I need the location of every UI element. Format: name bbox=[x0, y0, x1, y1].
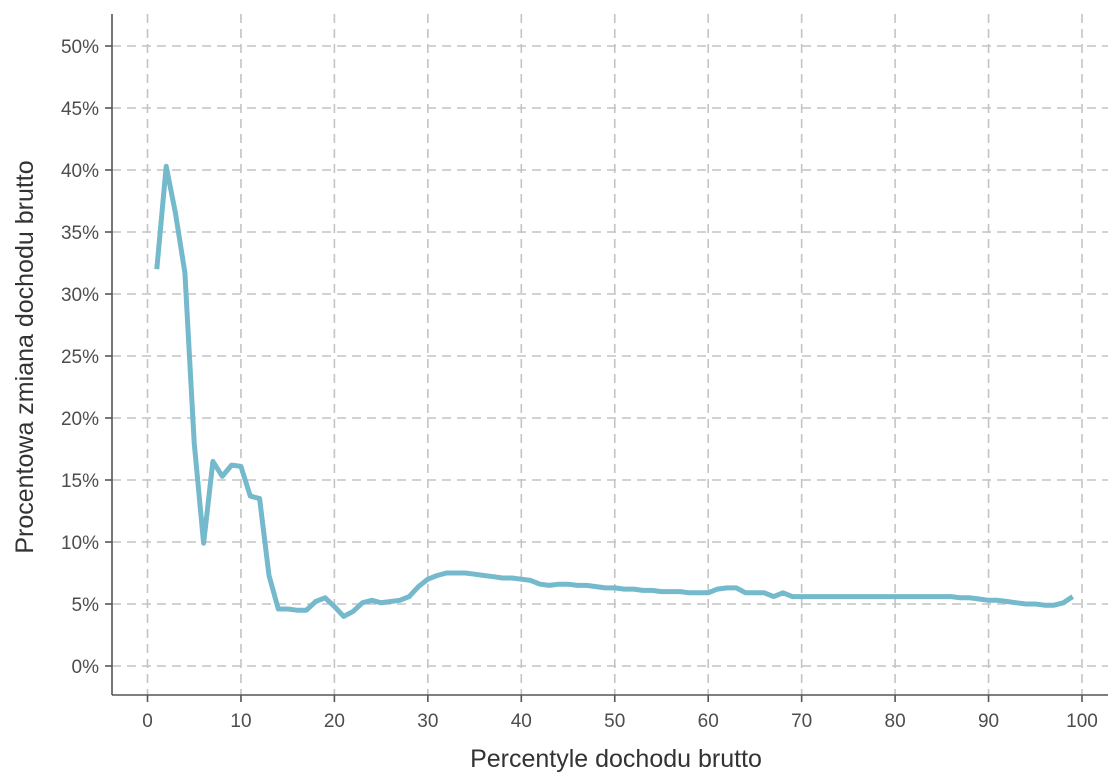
axes bbox=[111, 14, 1108, 696]
y-tick-label: 50% bbox=[61, 37, 99, 58]
x-axis-title: Percentyle dochodu brutto bbox=[470, 745, 762, 773]
x-tick-label: 50 bbox=[604, 711, 625, 732]
x-tick-label: 90 bbox=[978, 711, 999, 732]
y-tick-label: 45% bbox=[61, 99, 99, 120]
y-tick-label: 35% bbox=[61, 223, 99, 244]
y-tick-label: 0% bbox=[72, 657, 100, 678]
y-axis-title: Procentowa zmiana dochodu brutto bbox=[11, 160, 39, 553]
y-tick-label: 5% bbox=[72, 595, 100, 616]
x-tick-label: 30 bbox=[417, 711, 438, 732]
x-tick-label: 100 bbox=[1066, 711, 1098, 732]
y-tick-label: 30% bbox=[61, 285, 99, 306]
x-tick-label: 10 bbox=[230, 711, 251, 732]
x-tick-label: 20 bbox=[324, 711, 345, 732]
x-tick-label: 40 bbox=[511, 711, 532, 732]
y-tick-label: 40% bbox=[61, 161, 99, 182]
x-axis-ticks: 0 10 20 30 40 50 60 70 80 90 100 bbox=[142, 695, 1098, 732]
y-tick-label: 20% bbox=[61, 409, 99, 430]
y-axis-ticks: 0% 5% 10% 15% 20% 25% 30% 35% 40% 45% 50% bbox=[61, 37, 112, 678]
x-tick-label: 80 bbox=[885, 711, 906, 732]
y-tick-label: 10% bbox=[61, 533, 99, 554]
series-line bbox=[154, 163, 1075, 619]
y-tick-label: 15% bbox=[61, 471, 99, 492]
x-tick-label: 60 bbox=[698, 711, 719, 732]
series-layer bbox=[154, 163, 1075, 619]
grid-lines bbox=[112, 14, 1108, 695]
x-tick-label: 0 bbox=[142, 711, 153, 732]
x-tick-label: 70 bbox=[791, 711, 812, 732]
y-tick-label: 25% bbox=[61, 347, 99, 368]
